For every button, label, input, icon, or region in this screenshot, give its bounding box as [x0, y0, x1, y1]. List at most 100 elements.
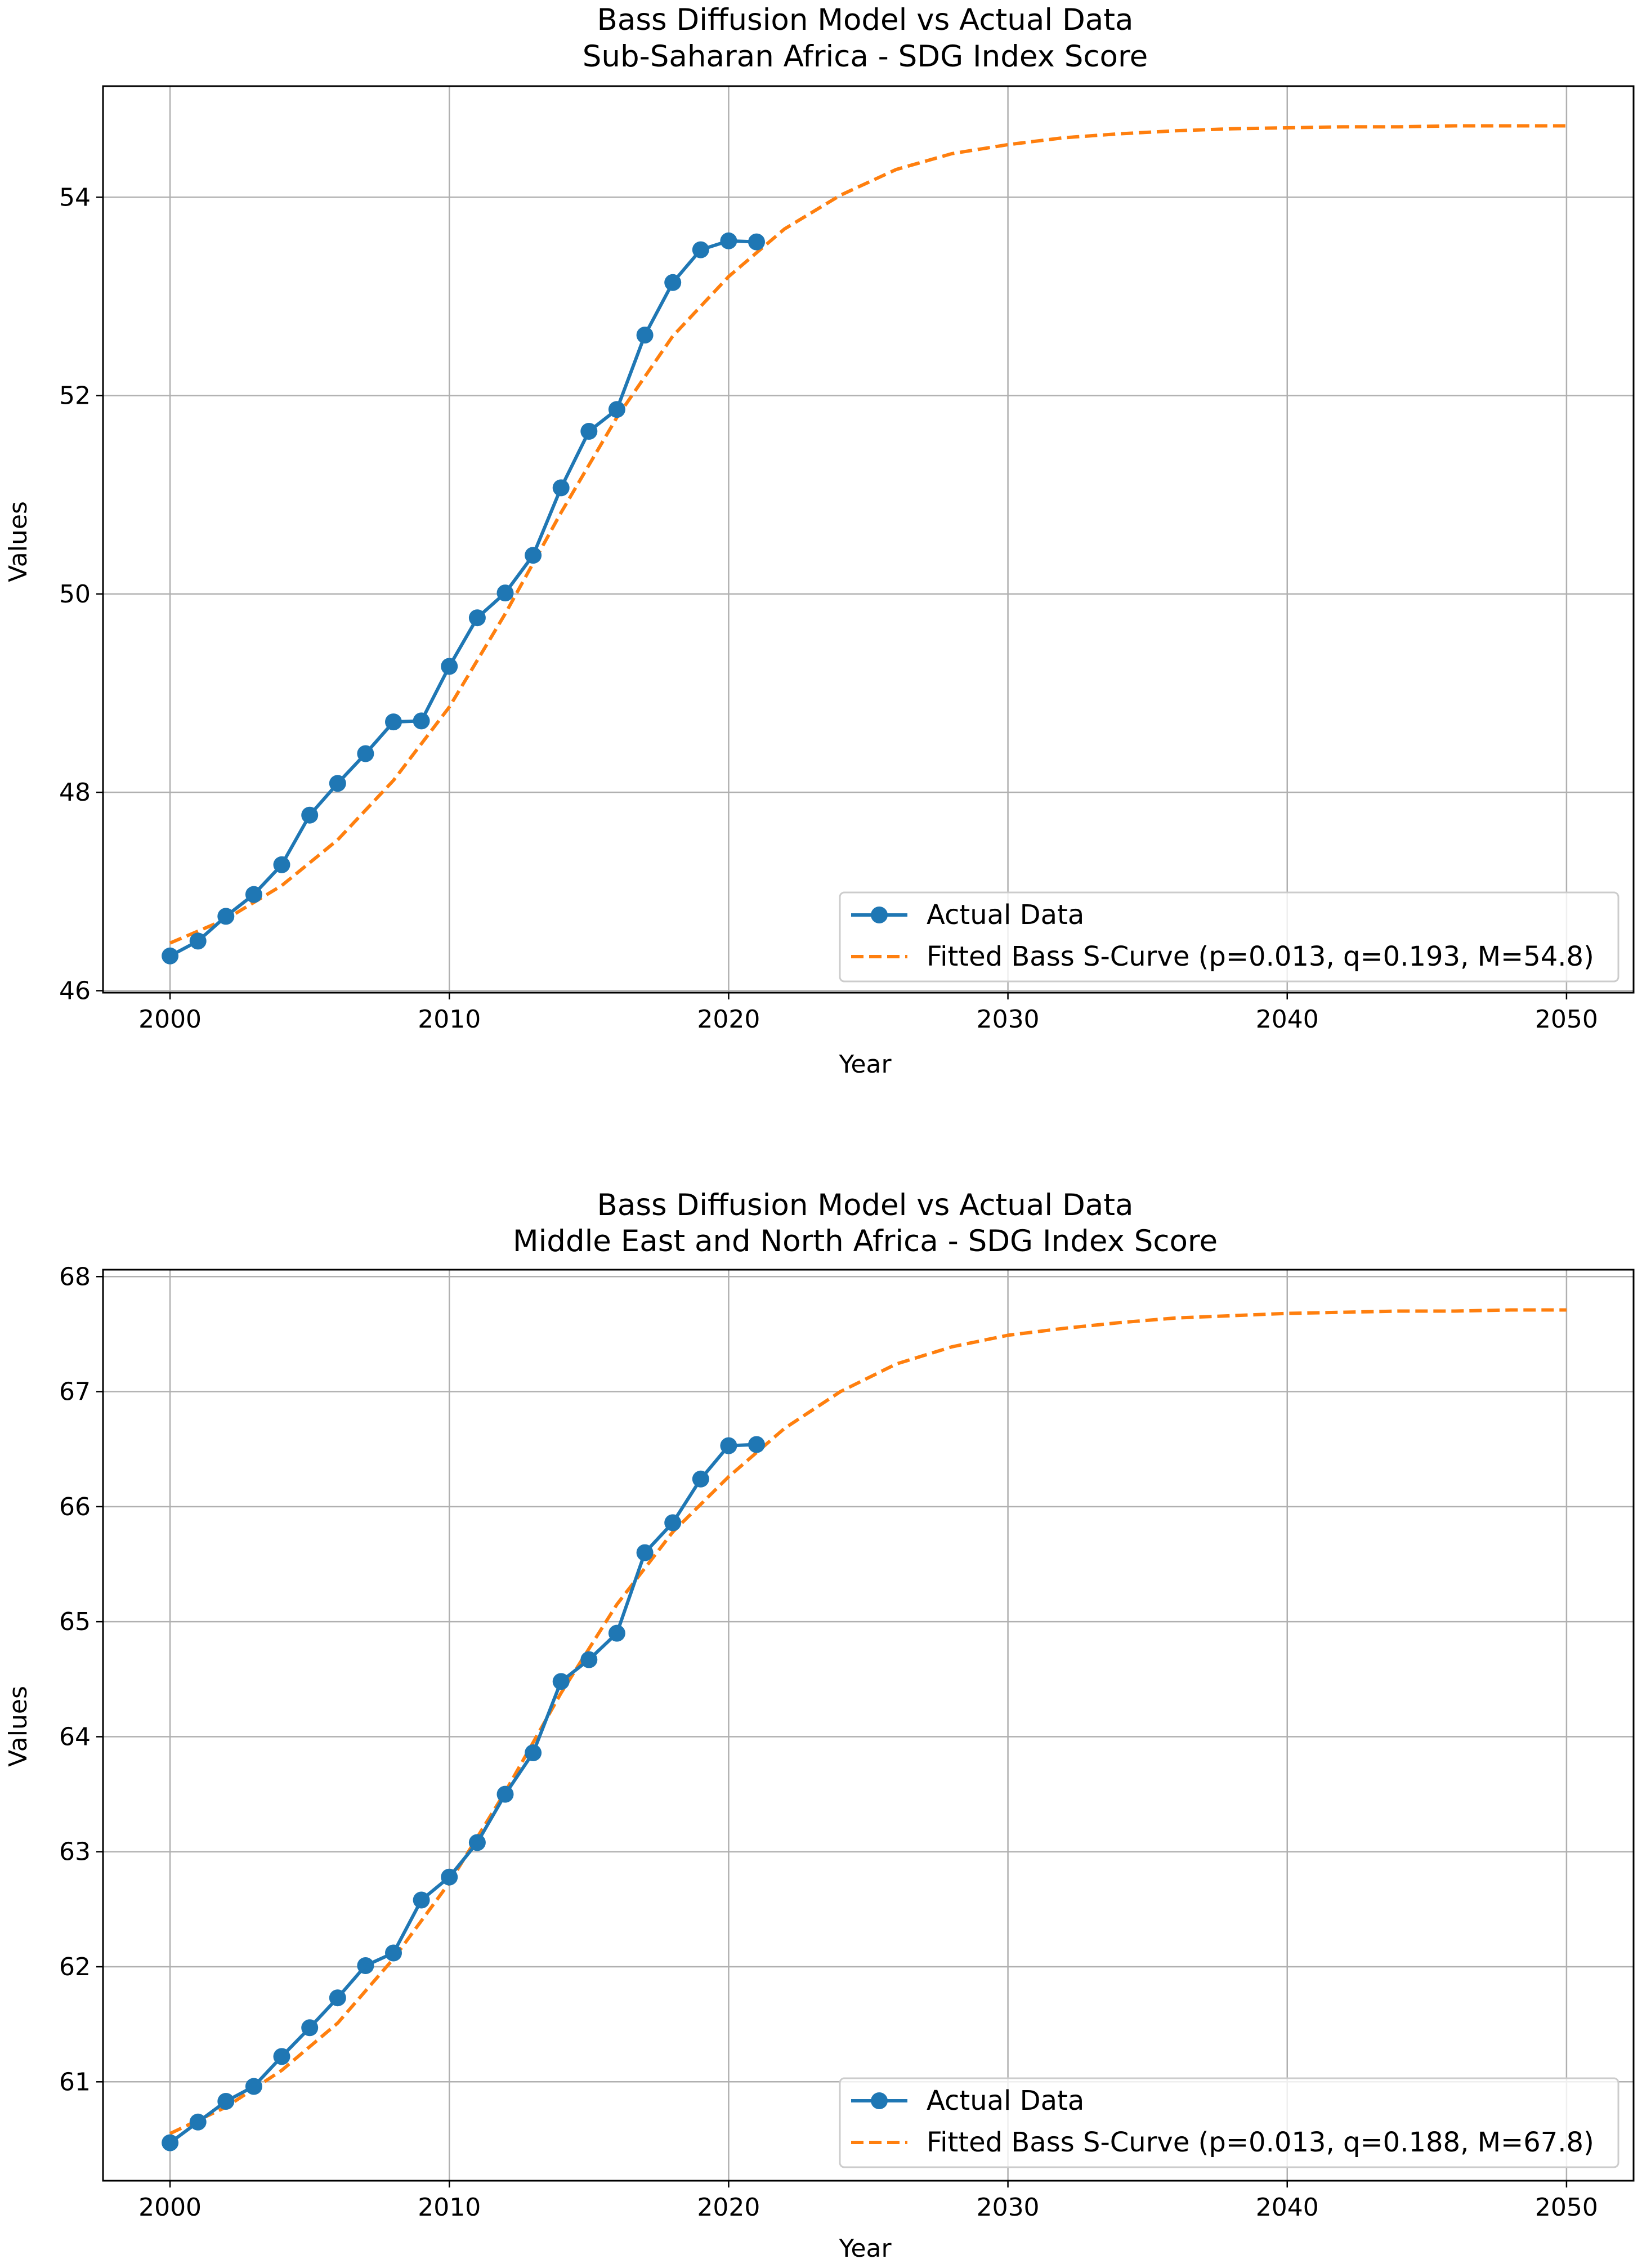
actual-data-point [329, 1989, 346, 2007]
y-tick-label: 50 [59, 580, 91, 609]
actual-data-point [636, 1544, 654, 1561]
actual-data-point [748, 1436, 765, 1453]
y-axis-ticks: 61 62 63 64 65 66 67 68 [59, 1262, 103, 2096]
y-tick-label: 46 [59, 976, 91, 1005]
fitted-curve-line [169, 1308, 1567, 2135]
legend-frame [839, 891, 1619, 983]
y-tick-label: 62 [59, 1953, 91, 1981]
actual-data-point [664, 1514, 682, 1532]
x-tick-label: 2010 [418, 2193, 481, 2222]
legend-label-fitted: Fitted Bass S-Curve (p=0.013, q=0.193, M… [927, 941, 1594, 972]
chart-middle-east-north-africa: Bass Diffusion Model vs Actual Data Midd… [4, 1188, 1635, 2263]
actual-data-point [301, 2019, 319, 2037]
actual-data-point [301, 806, 319, 824]
y-tick-label: 61 [59, 2068, 91, 2096]
y-tick-label: 48 [59, 778, 91, 807]
x-tick-label: 2040 [1256, 1005, 1319, 1034]
actual-data-point [468, 609, 486, 627]
chart-title: Bass Diffusion Model vs Actual Data [597, 1188, 1134, 1222]
x-tick-label: 2030 [977, 1005, 1040, 1034]
actual-data-point [692, 1470, 709, 1488]
legend: Actual Data Fitted Bass S-Curve (p=0.013… [839, 2077, 1619, 2168]
x-axis-label: Year [838, 1050, 892, 1079]
legend-label-fitted: Fitted Bass S-Curve (p=0.013, q=0.188, M… [927, 2127, 1594, 2158]
axes-frame [102, 1269, 1635, 2182]
actual-data-point [552, 479, 570, 497]
legend-actual-marker [871, 2092, 888, 2109]
actual-data-point [441, 1868, 458, 1886]
y-tick-label: 64 [59, 1722, 91, 1751]
y-tick-label: 52 [59, 382, 91, 410]
plot-area [162, 1308, 1567, 2151]
actual-data-point [273, 856, 290, 873]
actual-data-point [525, 547, 542, 564]
actual-data-point [162, 2134, 179, 2151]
actual-data-point [385, 1944, 402, 1962]
actual-data-point [413, 712, 430, 730]
actual-data-point [329, 775, 346, 792]
chart-sub-saharan-africa: Bass Diffusion Model vs Actual Data Sub-… [4, 3, 1635, 1079]
actual-data-point [357, 745, 374, 762]
y-tick-label: 68 [59, 1262, 91, 1291]
chart-subtitle: Sub-Saharan Africa - SDG Index Score [583, 39, 1148, 74]
actual-data-point [525, 1744, 542, 1761]
actual-data-point [189, 932, 207, 950]
actual-data-point [357, 1957, 374, 1974]
actual-data-point [385, 713, 402, 731]
actual-data-point [580, 1651, 598, 1668]
actual-data-point [189, 2113, 207, 2131]
fitted-curve-line [169, 124, 1567, 945]
y-tick-label: 54 [59, 183, 91, 212]
y-tick-label: 65 [59, 1608, 91, 1636]
x-tick-label: 2000 [138, 2193, 202, 2222]
actual-data-point [162, 947, 179, 965]
x-axis-ticks: 2000 2010 2020 2030 2040 2050 [138, 2181, 1598, 2222]
grid [103, 1270, 1634, 2181]
actual-data-point [720, 232, 737, 249]
legend-actual-marker [871, 907, 888, 923]
actual-data-point [580, 423, 598, 440]
actual-data-point [748, 233, 765, 251]
actual-data-point [664, 274, 682, 291]
x-axis-label: Year [838, 2234, 892, 2263]
x-tick-label: 2050 [1535, 2193, 1598, 2222]
y-axis-label: Values [4, 501, 33, 582]
x-tick-label: 2010 [418, 1005, 481, 1034]
actual-data-point [468, 1834, 486, 1851]
actual-data-point [413, 1891, 430, 1909]
chart-title: Bass Diffusion Model vs Actual Data [597, 3, 1134, 37]
y-axis-label: Values [4, 1686, 33, 1767]
actual-data-line [169, 1443, 757, 2145]
y-tick-label: 67 [59, 1378, 91, 1407]
actual-data-point [608, 1624, 625, 1642]
actual-data-point [720, 1437, 737, 1454]
grid [103, 86, 1634, 993]
x-axis-ticks: 2000 2010 2020 2030 2040 2050 [138, 993, 1598, 1034]
legend-label-actual: Actual Data [927, 2085, 1084, 2117]
actual-data-point [636, 327, 654, 344]
actual-data-point [552, 1673, 570, 1690]
actual-data-point [496, 584, 514, 602]
y-tick-label: 66 [59, 1493, 91, 1521]
y-axis-ticks: 46 48 50 52 54 [59, 183, 103, 1005]
x-tick-label: 2020 [697, 1005, 760, 1034]
legend: Actual Data Fitted Bass S-Curve (p=0.013… [839, 891, 1619, 983]
x-tick-label: 2000 [138, 1005, 202, 1034]
axes-frame [102, 85, 1635, 994]
legend-frame [839, 2077, 1619, 2168]
x-tick-label: 2040 [1256, 2193, 1319, 2222]
actual-data-point [441, 658, 458, 675]
legend-label-actual: Actual Data [927, 899, 1084, 931]
chart-subtitle: Middle East and North Africa - SDG Index… [513, 1224, 1218, 1258]
x-tick-label: 2030 [977, 2193, 1040, 2222]
actual-data-point [217, 908, 235, 925]
actual-data-point [692, 241, 709, 258]
y-tick-label: 63 [59, 1838, 91, 1867]
plot-area [162, 124, 1567, 965]
actual-data-point [245, 2078, 262, 2095]
actual-data-line [169, 239, 757, 958]
actual-data-point [608, 401, 625, 418]
actual-data-point [273, 2048, 290, 2065]
actual-data-point [245, 886, 262, 903]
